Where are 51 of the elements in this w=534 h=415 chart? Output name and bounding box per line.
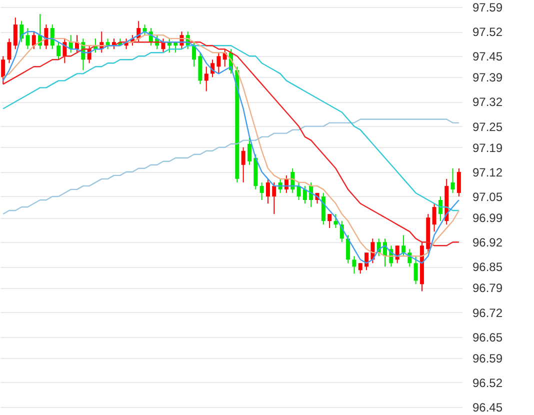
candlestick — [192, 42, 196, 68]
y-tick-label: 97.45 — [472, 50, 503, 64]
y-tick-label: 97.12 — [472, 165, 503, 180]
candlestick — [450, 168, 455, 194]
candlestick — [26, 28, 30, 50]
candlestick — [328, 214, 332, 229]
y-tick-label: 96.59 — [472, 351, 503, 366]
candlestick — [161, 38, 166, 54]
y-tick-label: 97.05 — [472, 190, 503, 204]
line-series — [2, 118, 460, 215]
candlestick — [296, 182, 301, 200]
candlestick — [352, 256, 356, 274]
candlestick — [50, 24, 54, 50]
y-tick-label: 97.19 — [472, 140, 503, 155]
y-tick-label: 96.72 — [472, 306, 503, 320]
candlestick — [358, 262, 362, 274]
candlestick — [272, 182, 276, 215]
y-tick-label: 96.79 — [472, 281, 503, 296]
y-tick-label: 96.52 — [472, 376, 503, 390]
y-tick-label: 97.25 — [472, 120, 503, 134]
y-tick-label: 97.52 — [472, 25, 503, 40]
candlestick — [414, 256, 418, 285]
candlestick — [364, 252, 369, 271]
y-tick-label: 97.59 — [472, 0, 503, 14]
y-tick-label: 97.32 — [472, 95, 503, 110]
y-tick-label: 96.65 — [472, 330, 503, 344]
y-tick-label: 96.99 — [472, 211, 503, 226]
candlestick — [32, 31, 36, 50]
y-tick-label: 96.85 — [472, 260, 503, 274]
candlestick — [247, 136, 252, 166]
candlestick — [44, 24, 48, 50]
candlestick — [241, 146, 246, 183]
candlestick — [56, 42, 61, 60]
candlestick — [401, 234, 406, 257]
candlestick — [438, 196, 442, 222]
y-tick-label: 96.92 — [472, 236, 503, 250]
candlestick — [266, 178, 270, 204]
candlestick — [216, 52, 221, 74]
candlestick — [432, 202, 436, 232]
candlestick — [1, 56, 6, 85]
y-tick-label: 96.45 — [472, 400, 503, 414]
y-tick-label: 97.39 — [472, 70, 503, 85]
candlestick — [334, 214, 338, 229]
candlestick — [7, 38, 12, 64]
candlestick — [142, 24, 147, 36]
candlestick — [260, 182, 264, 200]
candlestick — [13, 17, 18, 50]
candlestick — [204, 66, 208, 92]
candlestick — [346, 234, 350, 264]
candlestick — [302, 185, 307, 204]
candlestick — [456, 168, 461, 197]
